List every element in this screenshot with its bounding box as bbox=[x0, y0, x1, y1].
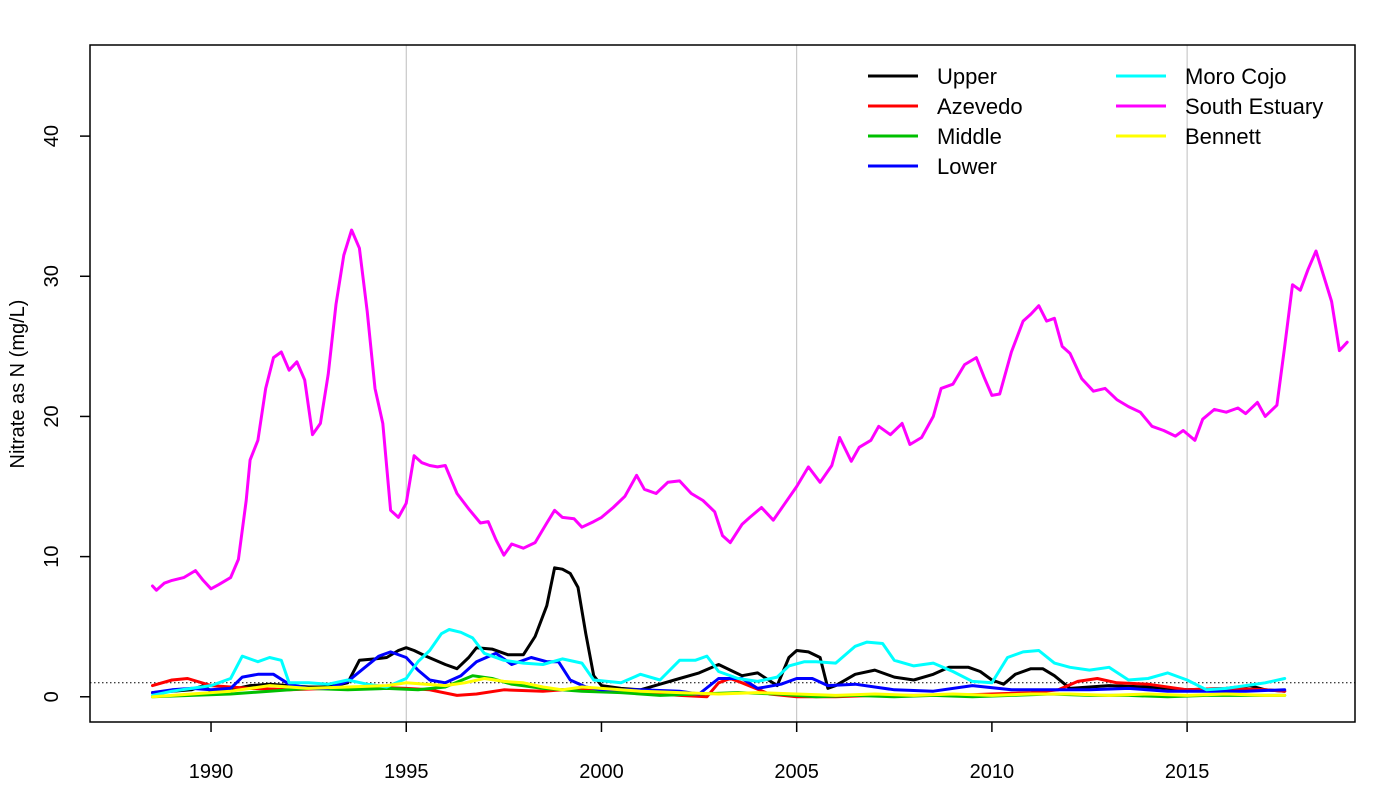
legend: Upper Azevedo Middle Lower Moro Cojo South Es… bbox=[868, 64, 1323, 179]
x-tick-label-2005: 2005 bbox=[774, 761, 819, 783]
x-tick-label-1995: 1995 bbox=[384, 761, 429, 783]
series-line-south-estuary bbox=[151, 228, 1349, 592]
series-line-bennett bbox=[151, 677, 1287, 699]
y-tick-label-30: 30 bbox=[41, 265, 63, 287]
legend-label-moro-cojo: Moro Cojo bbox=[1185, 64, 1286, 89]
legend-label-middle: Middle bbox=[937, 124, 1002, 149]
x-tick-label-2015: 2015 bbox=[1165, 761, 1210, 783]
x-tick-label-2000: 2000 bbox=[579, 761, 624, 783]
legend-label-lower: Lower bbox=[937, 154, 997, 179]
plot-frame bbox=[89, 44, 1356, 723]
legend-label-bennett: Bennett bbox=[1185, 124, 1261, 149]
series-line-moro-cojo bbox=[151, 628, 1287, 697]
y-tick-label-10: 10 bbox=[41, 545, 63, 567]
legend-label-upper: Upper bbox=[937, 64, 997, 89]
series-line-lower bbox=[151, 650, 1287, 696]
legend-label-azevedo: Azevedo bbox=[937, 94, 1023, 119]
x-tick-label-2010: 2010 bbox=[970, 761, 1015, 783]
vertical-gridlines bbox=[405, 45, 1188, 722]
x-axis: 1990 1995 2000 2005 2010 2015 bbox=[189, 722, 1210, 783]
legend-label-south-estuary: South Estuary bbox=[1185, 94, 1323, 119]
y-tick-label-20: 20 bbox=[41, 405, 63, 427]
y-axis-title: Nitrate as N (mg/L) bbox=[7, 300, 29, 469]
series-lines bbox=[151, 228, 1349, 699]
y-axis: 0 10 20 30 40 bbox=[41, 125, 90, 702]
y-tick-label-0: 0 bbox=[41, 691, 63, 702]
y-tick-label-40: 40 bbox=[41, 125, 63, 147]
x-tick-label-1990: 1990 bbox=[189, 761, 234, 783]
